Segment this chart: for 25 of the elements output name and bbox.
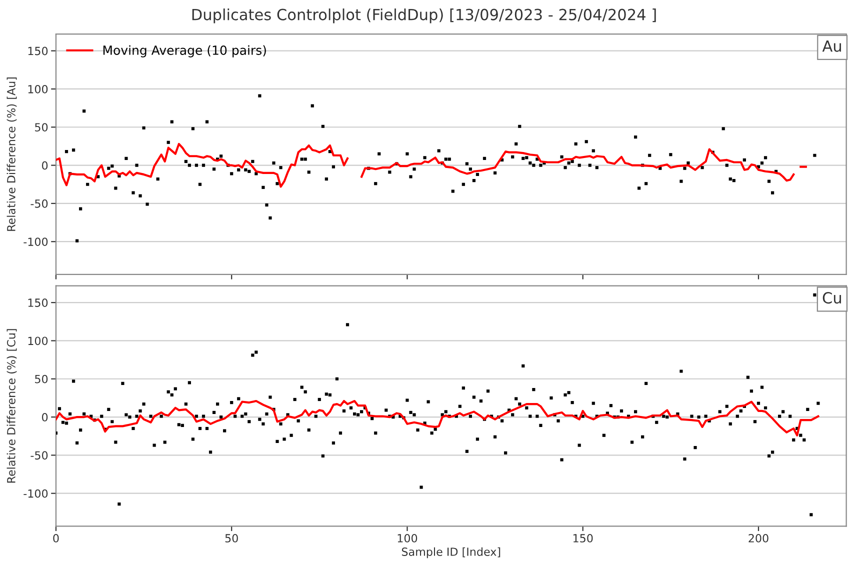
y-tick-label: 150: [28, 298, 48, 307]
chart-title: Duplicates Controlplot (FieldDup) [13/09/2023 - 25/04/2024 ]: [192, 8, 656, 24]
x-tick-label: 0: [53, 534, 59, 542]
y-tick-label: -100: [24, 238, 48, 246]
y-tick-label: -100: [24, 489, 48, 498]
x-tick-label: 200: [748, 534, 768, 542]
y-tick-label: 0: [42, 413, 48, 422]
x-tick-label: 100: [398, 534, 418, 542]
x-tick-label: 150: [573, 534, 593, 542]
y-tick-label: 100: [28, 84, 48, 94]
x-axis-title: Sample ID [Index]: [402, 547, 500, 558]
annotation: Au: [822, 40, 841, 52]
y-tick-label: -50: [30, 451, 48, 460]
legend-label: Moving Average (10 pairs): [103, 45, 266, 58]
y-axis-title: Relative Difference (%) [Cu]: [6, 329, 17, 483]
y-tick-label: 100: [28, 336, 48, 346]
annotation: Cu: [822, 292, 841, 304]
y-tick-label: 50: [35, 374, 48, 384]
y-axis-title: Relative Difference (%) [Au]: [6, 77, 17, 231]
y-tick-label: 150: [28, 46, 48, 56]
y-tick-label: 0: [42, 161, 48, 170]
line-series: [56, 400, 820, 436]
y-tick-label: 50: [35, 123, 48, 132]
y-tick-label: -50: [30, 199, 48, 208]
x-tick-label: 50: [225, 534, 238, 542]
